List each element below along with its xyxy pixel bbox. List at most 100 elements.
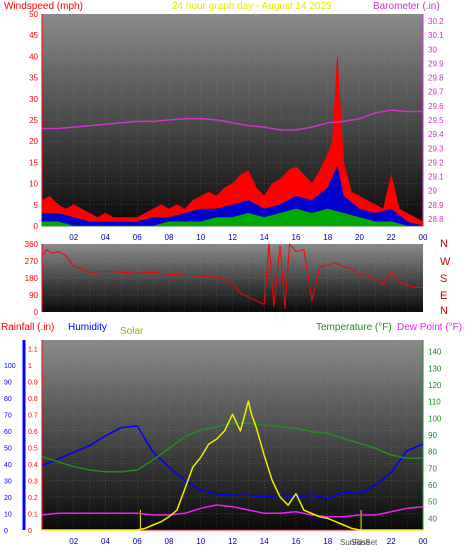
rain-y-tick-label: 1: [28, 363, 32, 370]
temperature-y-tick-label: 120: [428, 381, 442, 390]
humidity-y-tick-label: 90: [4, 379, 12, 386]
temperature-y-tick-label: 100: [428, 414, 442, 423]
barometer-y-tick-label: 28.8: [428, 215, 444, 224]
humidity-line: [41, 425, 424, 500]
barometer-y-tick-label: 29.7: [428, 88, 444, 97]
temperature-plot-background: [42, 340, 423, 530]
x-tick-label-top: 14: [260, 233, 269, 242]
rain-y-tick-label: 0.7: [28, 412, 38, 419]
barometer-y-tick-label: 29.1: [428, 173, 444, 182]
wind-y-tick-label: 35: [29, 74, 38, 83]
rain-y-tick-label: 0.6: [28, 429, 38, 436]
direction-y-tick-label: 0: [34, 308, 39, 317]
barometer-y-tick-label: 29.5: [428, 116, 444, 125]
humidity-y-tick-label: 10: [4, 511, 12, 518]
humidity-y-tick-label: 30: [4, 478, 12, 485]
dewpoint-line: [41, 504, 424, 518]
windspeed-low-area: [41, 208, 424, 227]
x-tick-label-bottom: 00: [419, 537, 428, 546]
x-tick-label-top: 06: [133, 233, 142, 242]
rain-y-tick-label: 0.2: [28, 495, 38, 502]
x-tick-label-bottom: 18: [323, 537, 332, 546]
temperature-y-tick-label: 80: [428, 448, 437, 457]
barometer-line: [42, 109, 423, 131]
humidity-y-tick-label: 40: [4, 462, 12, 469]
rain-y-tick-label: 0.4: [28, 462, 38, 469]
rain-y-tick-label: 0.1: [28, 511, 38, 518]
wind-y-tick-label: 45: [29, 31, 38, 40]
rain-y-tick-label: 0.5: [28, 445, 38, 452]
wind-y-tick-label: 10: [29, 180, 38, 189]
direction-label-n-top: N: [440, 238, 448, 250]
wind-y-tick-label: 5: [34, 201, 39, 210]
x-tick-label-top: 02: [69, 233, 78, 242]
temperature-y-tick-label: 110: [428, 398, 441, 407]
temperature-y-tick-label: 130: [428, 364, 442, 373]
barometer-y-tick-label: 29.4: [428, 130, 444, 139]
temperature-y-tick-label: 50: [428, 498, 437, 507]
sunrise-label: SunRise: [340, 538, 371, 547]
solar-line: [42, 400, 423, 531]
rain-y-tick-label: 0.3: [28, 478, 38, 485]
sunset-label: SunSet: [351, 538, 378, 547]
direction-label-w: W: [440, 256, 451, 268]
barometer-y-tick-label: 29.3: [428, 144, 444, 153]
x-tick-label-top: 16: [292, 233, 301, 242]
wind-y-tick-label: 20: [29, 137, 38, 146]
direction-y-tick-label: 90: [29, 291, 38, 300]
x-tick-label-top: 18: [323, 233, 332, 242]
direction-y-tick-label: 270: [25, 257, 39, 266]
barometer-y-tick-label: 29.8: [428, 74, 444, 83]
x-tick-label-bottom: 10: [196, 537, 205, 546]
barometer-axis-label: Barometer (.in): [373, 1, 440, 12]
x-tick-label-bottom: 14: [260, 537, 269, 546]
x-tick-label-top: 22: [387, 233, 396, 242]
humidity-y-tick-label: 0: [4, 528, 8, 535]
barometer-y-tick-label: 29: [428, 187, 437, 196]
chart-title: 24 hour graph day - August 14 2025: [172, 1, 332, 12]
wind-y-tick-label: 25: [29, 116, 38, 125]
x-tick-label-bottom: 06: [133, 537, 142, 546]
temperature-axis-label: Temperature (°F): [316, 322, 392, 333]
x-tick-label-bottom: 04: [101, 537, 110, 546]
barometer-y-tick-label: 30: [428, 45, 437, 54]
solar-axis-label: Solar: [120, 326, 144, 337]
x-tick-label-top: 00: [419, 233, 428, 242]
barometer-y-tick-label: 30.2: [428, 17, 444, 26]
x-tick-label-top: 12: [228, 233, 237, 242]
direction-label-n-bottom: N: [440, 305, 448, 317]
humidity-y-tick-label: 20: [4, 495, 12, 502]
rainfall-axis-label: Rainfall (.in): [1, 322, 54, 333]
temperature-line: [41, 422, 423, 473]
windspeed-axis-label: Windspeed (mph): [4, 1, 83, 12]
temperature-y-tick-label: 70: [428, 464, 437, 473]
x-tick-label-bottom: 22: [387, 537, 396, 546]
direction-y-tick-label: 360: [25, 240, 39, 249]
x-tick-label-top: 08: [165, 233, 174, 242]
rain-y-tick-label: 0.8: [28, 396, 38, 403]
x-tick-label-bottom: 16: [292, 537, 301, 546]
humidity-y-tick-label: 80: [4, 396, 12, 403]
x-tick-label-bottom: 12: [228, 537, 237, 546]
rain-y-tick-label: 0.9: [28, 379, 38, 386]
windspeed-gust-area: [41, 56, 424, 227]
temperature-y-tick-label: 60: [428, 481, 437, 490]
temperature-y-tick-label: 140: [428, 348, 442, 357]
barometer-y-tick-label: 29.2: [428, 158, 444, 167]
direction-y-tick-label: 180: [25, 274, 39, 283]
direction-label-e: E: [440, 290, 447, 302]
humidity-y-tick-label: 50: [4, 445, 12, 452]
x-tick-label-top: 04: [101, 233, 110, 242]
barometer-y-tick-label: 29.9: [428, 59, 444, 68]
temperature-y-tick-label: 90: [428, 431, 437, 440]
x-tick-label-top: 20: [355, 233, 364, 242]
direction-label-s: S: [440, 273, 447, 285]
x-tick-label-bottom: 08: [165, 537, 174, 546]
data-series: [41, 56, 424, 531]
x-tick-label-top: 10: [196, 233, 205, 242]
temperature-y-tick-label: 40: [428, 514, 437, 523]
dewpoint-axis-label: Dew Point (°F): [397, 322, 462, 333]
humidity-y-tick-label: 60: [4, 429, 12, 436]
